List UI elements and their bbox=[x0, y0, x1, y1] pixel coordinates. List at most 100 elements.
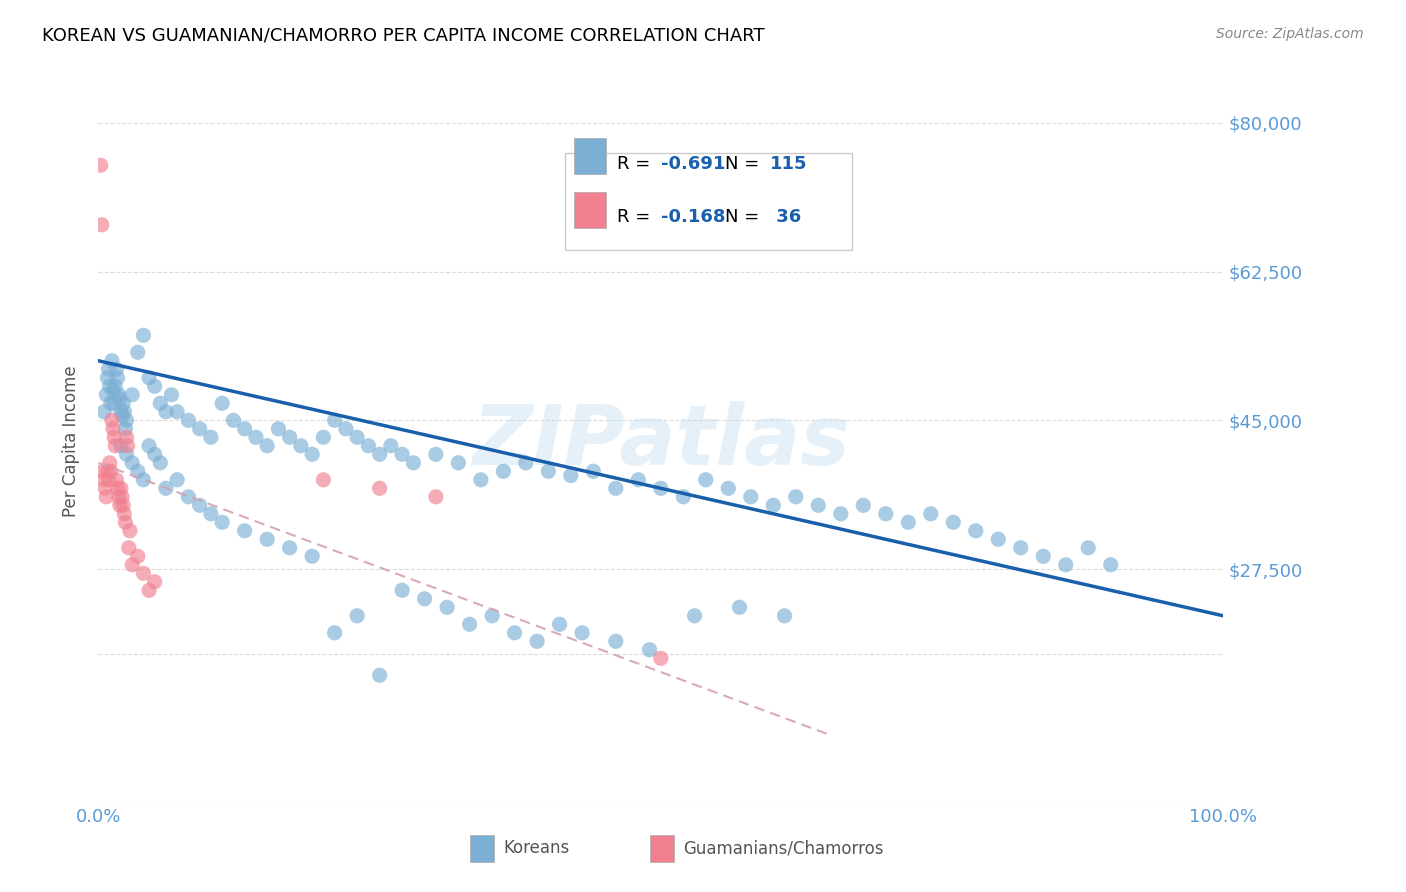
Point bbox=[605, 481, 627, 495]
Point bbox=[96, 490, 118, 504]
Point bbox=[965, 524, 987, 538]
Point bbox=[312, 473, 335, 487]
Point bbox=[278, 430, 301, 444]
Point bbox=[582, 464, 605, 478]
Point bbox=[96, 464, 118, 478]
Point bbox=[425, 490, 447, 504]
Point bbox=[98, 379, 121, 393]
Point bbox=[115, 447, 138, 461]
Point bbox=[111, 490, 134, 504]
Point bbox=[728, 600, 751, 615]
Point bbox=[267, 422, 290, 436]
Text: Koreans: Koreans bbox=[503, 839, 569, 857]
Point bbox=[101, 384, 124, 398]
Point bbox=[127, 549, 149, 564]
Point bbox=[537, 464, 560, 478]
Point bbox=[105, 362, 128, 376]
Point bbox=[987, 533, 1010, 547]
Point bbox=[762, 498, 785, 512]
Bar bbox=[650, 835, 675, 862]
Point bbox=[94, 481, 117, 495]
Point bbox=[695, 473, 717, 487]
Point bbox=[101, 422, 124, 436]
Point bbox=[121, 558, 143, 572]
Point bbox=[200, 507, 222, 521]
Point bbox=[188, 498, 211, 512]
Point bbox=[104, 379, 127, 393]
Point bbox=[112, 507, 135, 521]
Point bbox=[101, 413, 124, 427]
Text: N =: N = bbox=[725, 154, 765, 173]
Point bbox=[160, 388, 183, 402]
Text: 36: 36 bbox=[770, 208, 801, 227]
Bar bbox=[470, 835, 495, 862]
Point bbox=[96, 371, 118, 385]
Point bbox=[1010, 541, 1032, 555]
Point bbox=[301, 549, 323, 564]
Text: Guamanians/Chamorros: Guamanians/Chamorros bbox=[683, 839, 884, 857]
Point bbox=[571, 625, 593, 640]
Point bbox=[108, 498, 131, 512]
Point bbox=[773, 608, 796, 623]
Point bbox=[103, 396, 125, 410]
Point bbox=[117, 439, 139, 453]
Point bbox=[211, 516, 233, 530]
Point bbox=[107, 388, 129, 402]
Point bbox=[138, 583, 160, 598]
Text: R =: R = bbox=[617, 208, 657, 227]
Point bbox=[112, 405, 135, 419]
Point bbox=[112, 498, 135, 512]
Point bbox=[650, 651, 672, 665]
Point bbox=[323, 625, 346, 640]
Point bbox=[503, 625, 526, 640]
Point bbox=[368, 447, 391, 461]
Point bbox=[149, 456, 172, 470]
Point bbox=[121, 456, 143, 470]
Point bbox=[166, 405, 188, 419]
Point bbox=[515, 456, 537, 470]
Point bbox=[100, 464, 122, 478]
Point bbox=[323, 413, 346, 427]
Text: Source: ZipAtlas.com: Source: ZipAtlas.com bbox=[1216, 27, 1364, 41]
Point bbox=[222, 413, 245, 427]
Point bbox=[897, 516, 920, 530]
Point bbox=[875, 507, 897, 521]
Bar bbox=[574, 138, 606, 174]
Point bbox=[717, 481, 740, 495]
Point bbox=[121, 388, 143, 402]
FancyBboxPatch shape bbox=[565, 153, 852, 250]
Point bbox=[245, 430, 267, 444]
Point bbox=[132, 566, 155, 581]
Point bbox=[436, 600, 458, 615]
Point bbox=[256, 439, 278, 453]
Point bbox=[785, 490, 807, 504]
Text: -0.168: -0.168 bbox=[661, 208, 725, 227]
Point bbox=[112, 396, 135, 410]
Point bbox=[100, 396, 122, 410]
Point bbox=[104, 439, 127, 453]
Point bbox=[115, 430, 138, 444]
Point bbox=[413, 591, 436, 606]
Point bbox=[138, 371, 160, 385]
Point bbox=[1032, 549, 1054, 564]
Point bbox=[111, 409, 134, 423]
Point bbox=[1099, 558, 1122, 572]
Point bbox=[627, 473, 650, 487]
Point bbox=[114, 516, 136, 530]
Point bbox=[312, 430, 335, 444]
Point bbox=[233, 524, 256, 538]
Point bbox=[149, 396, 172, 410]
Point bbox=[391, 447, 413, 461]
Point bbox=[470, 473, 492, 487]
Point bbox=[110, 439, 132, 453]
Point bbox=[155, 405, 177, 419]
Point bbox=[211, 396, 233, 410]
Point bbox=[93, 405, 115, 419]
Point bbox=[346, 430, 368, 444]
Point bbox=[114, 422, 136, 436]
Point bbox=[91, 464, 114, 478]
Point bbox=[90, 218, 112, 232]
Point bbox=[492, 464, 515, 478]
Point bbox=[458, 617, 481, 632]
Point bbox=[107, 481, 129, 495]
